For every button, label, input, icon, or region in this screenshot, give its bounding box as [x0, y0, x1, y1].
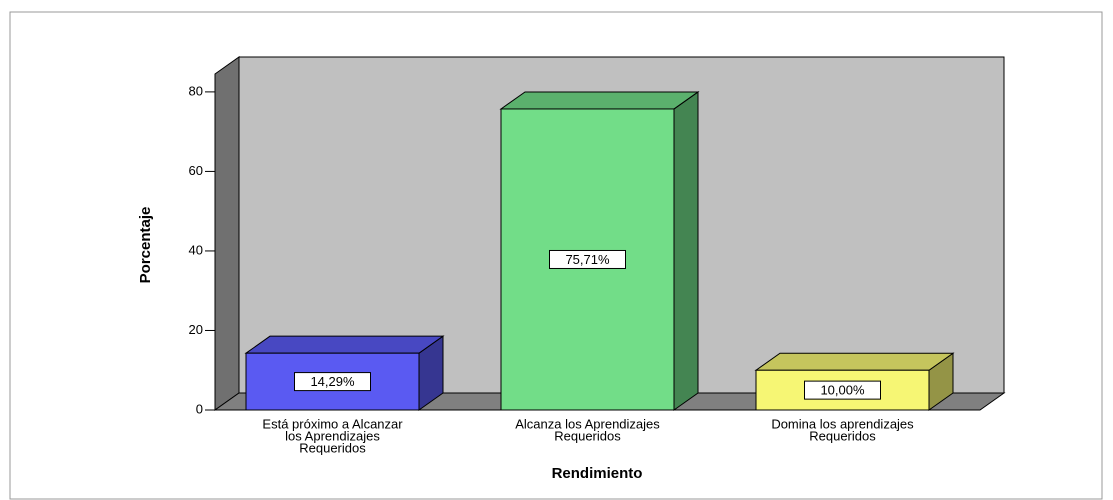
y-tick-label: 60: [189, 163, 203, 178]
bar: [245, 352, 420, 411]
value-label: 14,29%: [310, 374, 355, 389]
bar-top: [754, 352, 955, 371]
x-tick-label: Requeridos: [554, 428, 621, 443]
y-tick-label: 20: [189, 322, 203, 337]
y-tick-label: 80: [189, 83, 203, 98]
bar-top: [244, 335, 445, 354]
x-tick-label: Domina los aprendizajes: [771, 416, 914, 431]
y-tick-label: 40: [189, 242, 203, 257]
value-label-box: [294, 372, 371, 392]
value-label-box: [804, 380, 881, 400]
x-axis-label: Rendimiento: [552, 465, 643, 482]
y-axis-label: Porcentaje: [137, 207, 154, 284]
bar-side: [673, 90, 699, 411]
bar-top: [499, 91, 700, 110]
x-tick-label: Requeridos: [299, 440, 366, 455]
x-tick-label: Alcanza los Aprendizajes: [515, 416, 660, 431]
x-tick-label: los Aprendizajes: [285, 428, 380, 443]
value-label: 75,71%: [565, 252, 610, 267]
left-wall: [214, 56, 240, 411]
x-tick-label: Requeridos: [809, 428, 876, 443]
y-tick-label: 0: [196, 401, 203, 416]
x-tick-label: Está próximo a Alcanzar: [262, 416, 403, 431]
value-label: 10,00%: [820, 383, 865, 398]
value-label-box: [549, 249, 626, 269]
